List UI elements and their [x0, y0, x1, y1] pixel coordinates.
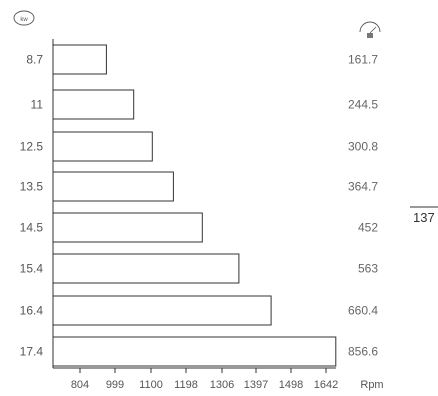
x-tick-label-1: 999	[106, 379, 124, 391]
x-tick-label-6: 1498	[279, 379, 303, 391]
category-label-6: 16.4	[20, 304, 44, 318]
value-label-3: 364.7	[348, 180, 378, 194]
value-label-6: 660.4	[348, 304, 378, 318]
x-tick-label-2: 1100	[139, 379, 163, 391]
category-label-1: 11	[31, 98, 44, 112]
value-label-7: 856.6	[348, 345, 378, 359]
x-axis-label: Rpm	[360, 379, 383, 391]
x-ticks: 804 999 1100 1198 1306 1397 1498 1642 Rpm	[71, 368, 384, 391]
category-label-7: 17.4	[20, 345, 44, 359]
bars	[52, 44, 337, 367]
value-labels: 161.7 244.5 300.8 364.7 452 563 660.4 856.6	[348, 53, 378, 359]
x-tick-label-0: 804	[71, 379, 89, 391]
bar-5	[52, 253, 240, 284]
x-tick-label-5: 1397	[244, 379, 268, 391]
value-label-2: 300.8	[348, 140, 378, 154]
torque-gauge-icon	[359, 21, 381, 38]
plot-area: 8.7 11 12.5 13.5 14.5 15.4 16.4 17.4 161.7 244.5…	[20, 39, 384, 391]
category-label-0: 8.7	[26, 53, 43, 67]
value-label-5: 563	[358, 262, 378, 276]
x-tick-label-7: 1642	[314, 379, 338, 391]
svg-text:kw: kw	[20, 17, 28, 23]
category-label-2: 12.5	[20, 140, 44, 154]
value-label-1: 244.5	[348, 98, 378, 112]
value-label-4: 452	[358, 221, 378, 235]
bar-4	[52, 212, 203, 243]
category-label-3: 13.5	[20, 180, 44, 194]
page-number: 137	[413, 210, 435, 225]
bar-1	[52, 89, 135, 120]
x-tick-label-3: 1198	[174, 379, 198, 391]
bar-3	[52, 171, 174, 202]
x-tick-label-4: 1306	[210, 379, 234, 391]
value-label-0: 161.7	[348, 53, 378, 67]
bar-7	[52, 336, 337, 367]
bar-0	[52, 44, 107, 75]
bar-2	[52, 131, 153, 162]
kw-badge-icon: kw	[13, 10, 35, 26]
bar-6	[52, 295, 272, 326]
category-label-4: 14.5	[20, 221, 44, 235]
category-label-5: 15.4	[20, 262, 44, 276]
category-labels: 8.7 11 12.5 13.5 14.5 15.4 16.4 17.4	[20, 53, 44, 359]
